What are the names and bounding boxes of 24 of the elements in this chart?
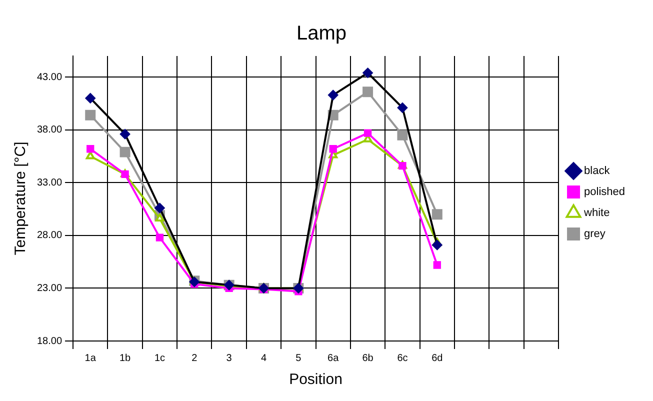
x-tick-label: 1c: [154, 352, 165, 364]
x-tick-label: 1b: [119, 352, 132, 364]
x-tick-label: 6b: [362, 352, 374, 364]
x-tick-label: 4: [260, 352, 267, 364]
x-axis-title: Position: [289, 371, 342, 388]
x-tick-label: 6c: [397, 352, 408, 364]
y-tick-label: 23.00: [36, 282, 62, 294]
x-tick-label: 6a: [328, 352, 340, 364]
y-tick-label: 43.00: [36, 72, 62, 83]
legend-label: white: [583, 207, 610, 220]
legend-label: grey: [584, 228, 606, 240]
legend-label: black: [584, 165, 610, 178]
y-tick-label: 18.00: [36, 336, 62, 347]
x-tick-label: 2: [192, 352, 198, 364]
legend-label: polished: [584, 186, 626, 198]
x-tick-label: 6d: [432, 352, 443, 364]
x-tick-label: 1a: [84, 352, 96, 364]
y-tick-label: 28.00: [36, 230, 62, 242]
y-tick-label: 38.00: [36, 124, 62, 136]
x-tick-label: 5: [296, 352, 302, 364]
y-tick-label: 33.00: [36, 177, 62, 188]
x-tick-label: 3: [226, 352, 232, 364]
y-axis-title: Temperature [°C]: [12, 142, 30, 256]
chart-title: Lamp: [296, 22, 347, 45]
